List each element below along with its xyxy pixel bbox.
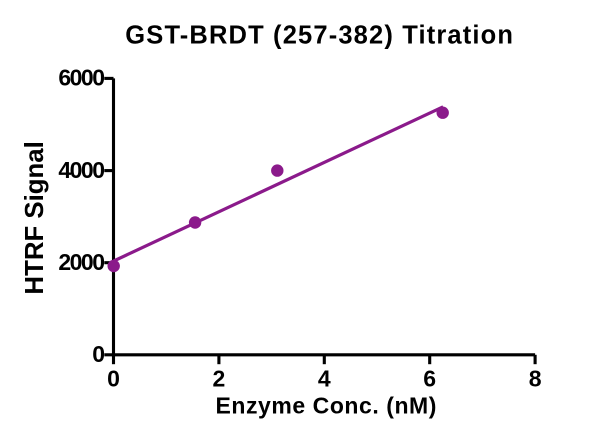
svg-text:2: 2 — [213, 365, 226, 391]
svg-text:4000: 4000 — [58, 157, 104, 183]
svg-text:2000: 2000 — [58, 249, 104, 275]
svg-text:6: 6 — [423, 365, 436, 391]
svg-text:Enzyme Conc. (nM): Enzyme Conc. (nM) — [216, 393, 437, 419]
svg-text:0: 0 — [107, 365, 120, 391]
svg-text:4: 4 — [318, 365, 331, 391]
svg-text:0: 0 — [92, 341, 104, 367]
svg-text:HTRF Signal: HTRF Signal — [21, 141, 49, 294]
svg-text:8: 8 — [529, 365, 542, 391]
svg-text:GST-BRDT (257-382) Titration: GST-BRDT (257-382) Titration — [125, 22, 514, 50]
svg-text:6000: 6000 — [58, 65, 104, 91]
